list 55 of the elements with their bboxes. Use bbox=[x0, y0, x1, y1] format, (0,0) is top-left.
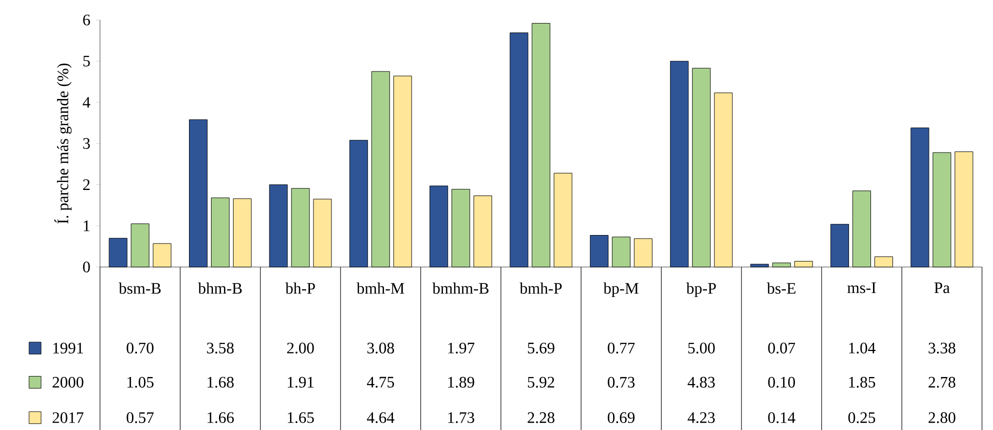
data-label: 3.38 bbox=[928, 342, 956, 354]
x-tick-label: bmh-P bbox=[520, 282, 562, 294]
data-label: 1.73 bbox=[448, 412, 474, 424]
y-tick-label: 1 bbox=[84, 220, 90, 232]
data-label: 3.58 bbox=[207, 342, 234, 354]
data-label: 1.68 bbox=[208, 376, 234, 388]
legend-label: 2017 bbox=[52, 412, 84, 424]
data-label: 4.83 bbox=[688, 376, 715, 388]
data-label: 5.00 bbox=[688, 342, 715, 354]
data-label: 0.73 bbox=[608, 376, 635, 388]
data-label: 0.70 bbox=[126, 342, 154, 354]
data-label: 0.25 bbox=[848, 412, 876, 424]
x-tick-label: bmhm-B bbox=[432, 282, 488, 294]
x-tick-label: bsm-B bbox=[118, 282, 161, 294]
data-label: 4.75 bbox=[366, 376, 394, 388]
x-tick-label: bhm-B bbox=[198, 282, 242, 294]
y-tick-label: 0 bbox=[83, 262, 90, 272]
legend-label: 2000 bbox=[52, 376, 84, 388]
x-tick-label: bs-E bbox=[766, 282, 796, 294]
data-label: 2.00 bbox=[287, 342, 314, 354]
x-tick-label: bp-P bbox=[686, 282, 716, 298]
data-label: 2.78 bbox=[928, 376, 956, 388]
data-label: 0.07 bbox=[768, 342, 796, 354]
data-label: 2.28 bbox=[528, 412, 554, 424]
data-label: 0.14 bbox=[768, 412, 796, 424]
y-tick-label: 5 bbox=[83, 56, 90, 66]
data-label: 0.57 bbox=[126, 412, 154, 424]
y-tick-label: 4 bbox=[82, 97, 90, 108]
data-label: 1.04 bbox=[849, 342, 876, 354]
y-tick-label: 3 bbox=[83, 138, 90, 149]
data-label: 5.92 bbox=[528, 376, 554, 388]
y-tick-label: 6 bbox=[83, 14, 90, 26]
x-tick-label: bh-P bbox=[285, 282, 315, 294]
data-label: 0.77 bbox=[608, 342, 635, 354]
data-label: 3.08 bbox=[367, 342, 394, 354]
data-label: 1.66 bbox=[208, 412, 234, 424]
data-label: 1.65 bbox=[288, 412, 314, 424]
data-label: 0.10 bbox=[768, 376, 795, 388]
x-tick-label: ms-I bbox=[847, 282, 876, 294]
data-label: 1.97 bbox=[448, 342, 474, 354]
y-axis-title: Í. parche más grande (%) bbox=[54, 64, 72, 224]
x-tick-label: Pa bbox=[934, 282, 950, 294]
data-label: 4.64 bbox=[366, 412, 394, 424]
x-tick-label: bp-M bbox=[603, 282, 639, 298]
data-label: 5.69 bbox=[528, 342, 554, 354]
y-tick-label: 2 bbox=[83, 179, 90, 190]
data-label: 1.85 bbox=[849, 376, 876, 388]
legend-label: 1991 bbox=[53, 342, 83, 354]
data-label: 1.91 bbox=[288, 376, 314, 388]
data-label: 4.23 bbox=[688, 412, 715, 424]
data-label: 2.80 bbox=[928, 412, 956, 424]
x-tick-label: bmh-M bbox=[356, 282, 404, 294]
data-label: 0.69 bbox=[608, 412, 635, 424]
data-label: 1.05 bbox=[127, 376, 154, 388]
data-label: 1.89 bbox=[448, 376, 474, 388]
